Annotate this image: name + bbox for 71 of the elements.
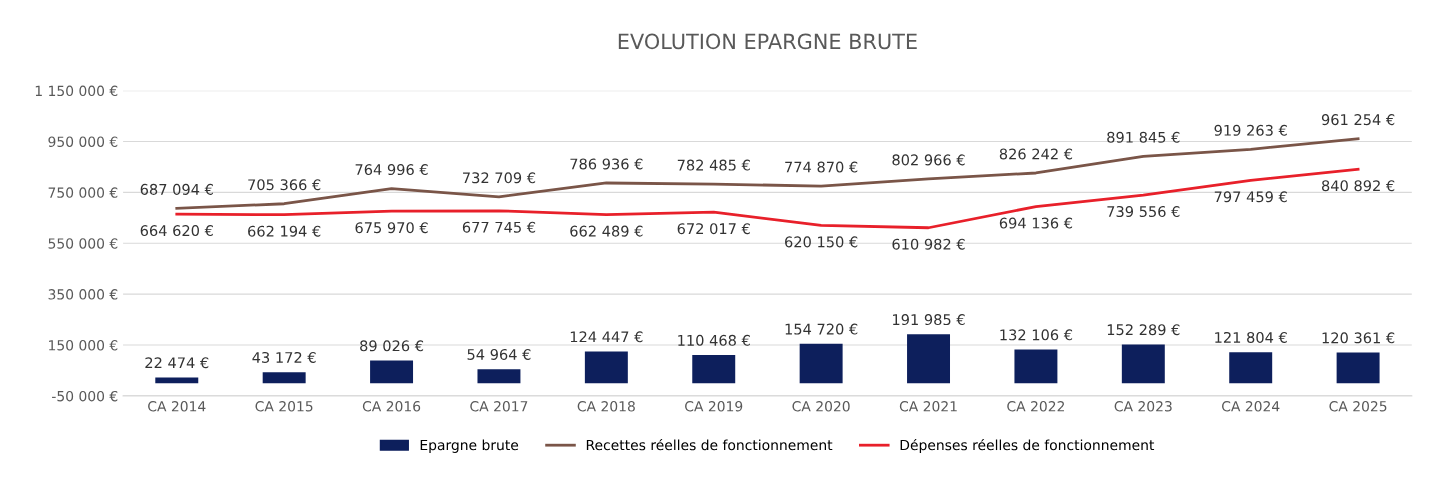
data-label: 677 745 € (462, 221, 536, 233)
bar (584, 351, 628, 384)
x-tick-label: CA 2014 (148, 401, 206, 412)
data-label: 610 982 € (892, 238, 965, 250)
data-label: 22 474 € (145, 357, 209, 369)
data-label: 739 556 € (1107, 205, 1180, 218)
data-label: 764 996 € (355, 164, 428, 176)
data-label: 826 242 € (999, 148, 1073, 160)
data-label: 687 094 € (140, 183, 213, 195)
data-label: 662 489 € (570, 225, 643, 237)
x-tick-label: CA 2017 (470, 401, 528, 412)
data-label: 802 966 € (892, 154, 965, 166)
data-label: 705 366 € (248, 179, 321, 191)
data-label: 694 136 € (999, 217, 1073, 229)
data-label: 732 709 € (463, 172, 536, 184)
data-label: 774 870 € (785, 161, 858, 173)
chart-title: EVOLUTION EPARGNE BRUTE (618, 33, 917, 50)
bar (1336, 352, 1380, 384)
data-label: 664 620 € (140, 225, 213, 237)
data-label: 675 970 € (355, 222, 428, 234)
data-label: 191 985 € (893, 314, 965, 326)
data-label: 620 150 € (785, 236, 858, 248)
x-tick-label: CA 2019 (685, 401, 743, 412)
y-tick-label: 350 000 € (48, 289, 118, 300)
data-label: 782 485 € (677, 159, 750, 171)
x-tick-label: CA 2018 (577, 401, 635, 412)
bar (155, 377, 199, 384)
x-tick-label: CA 2024 (1222, 401, 1280, 412)
data-label: 110 468 € (678, 334, 750, 346)
bar (262, 372, 306, 384)
y-tick-label: 550 000 € (48, 238, 118, 249)
bar (1229, 352, 1273, 384)
data-label: 43 172 € (252, 351, 316, 363)
data-label: 891 845 € (1107, 131, 1180, 143)
bar (799, 343, 843, 384)
data-label: 120 361 € (1322, 332, 1395, 344)
data-label: 124 447 € (570, 331, 643, 343)
data-label: 152 289 € (1107, 324, 1180, 336)
bar (692, 355, 736, 384)
x-tick-label: CA 2016 (362, 401, 421, 412)
data-label: 797 459 € (1214, 191, 1287, 203)
bar (907, 334, 951, 384)
bar (370, 360, 414, 384)
legend-label: Dépenses réelles de fonctionnement (900, 438, 1155, 453)
bar (477, 369, 521, 384)
data-label: 919 263 € (1214, 124, 1287, 136)
y-tick-label: 150 000 € (49, 340, 118, 351)
data-label: 662 194 € (248, 225, 321, 237)
y-tick-label: -50 000 € (52, 390, 118, 402)
data-label: 672 017 € (677, 223, 750, 235)
x-tick-label: CA 2015 (255, 401, 313, 412)
y-tick-label: 950 000 € (48, 136, 118, 147)
bar (1014, 349, 1058, 384)
x-tick-label: CA 2023 (1114, 401, 1172, 412)
y-tick-label: 1 150 000 € (35, 85, 118, 97)
data-label: 154 720 € (785, 323, 858, 335)
x-tick-label: CA 2022 (1007, 401, 1065, 412)
x-tick-label: CA 2025 (1329, 401, 1387, 412)
data-label: 132 106 € (1000, 329, 1073, 341)
legend-label: Epargne brute (420, 439, 519, 453)
data-label: 89 026 € (360, 340, 424, 352)
data-label: 840 892 € (1321, 180, 1395, 192)
data-label: 121 804 € (1215, 331, 1287, 343)
x-tick-label: CA 2021 (899, 401, 957, 412)
bar (1121, 344, 1165, 384)
legend-label: Recettes réelles de fonctionnement (586, 438, 833, 451)
data-label: 786 936 € (570, 158, 643, 170)
data-label: 961 254 € (1321, 114, 1395, 126)
y-tick-label: 750 000 € (48, 187, 118, 198)
data-label: 54 964 € (467, 348, 531, 360)
x-tick-label: CA 2020 (792, 401, 850, 412)
